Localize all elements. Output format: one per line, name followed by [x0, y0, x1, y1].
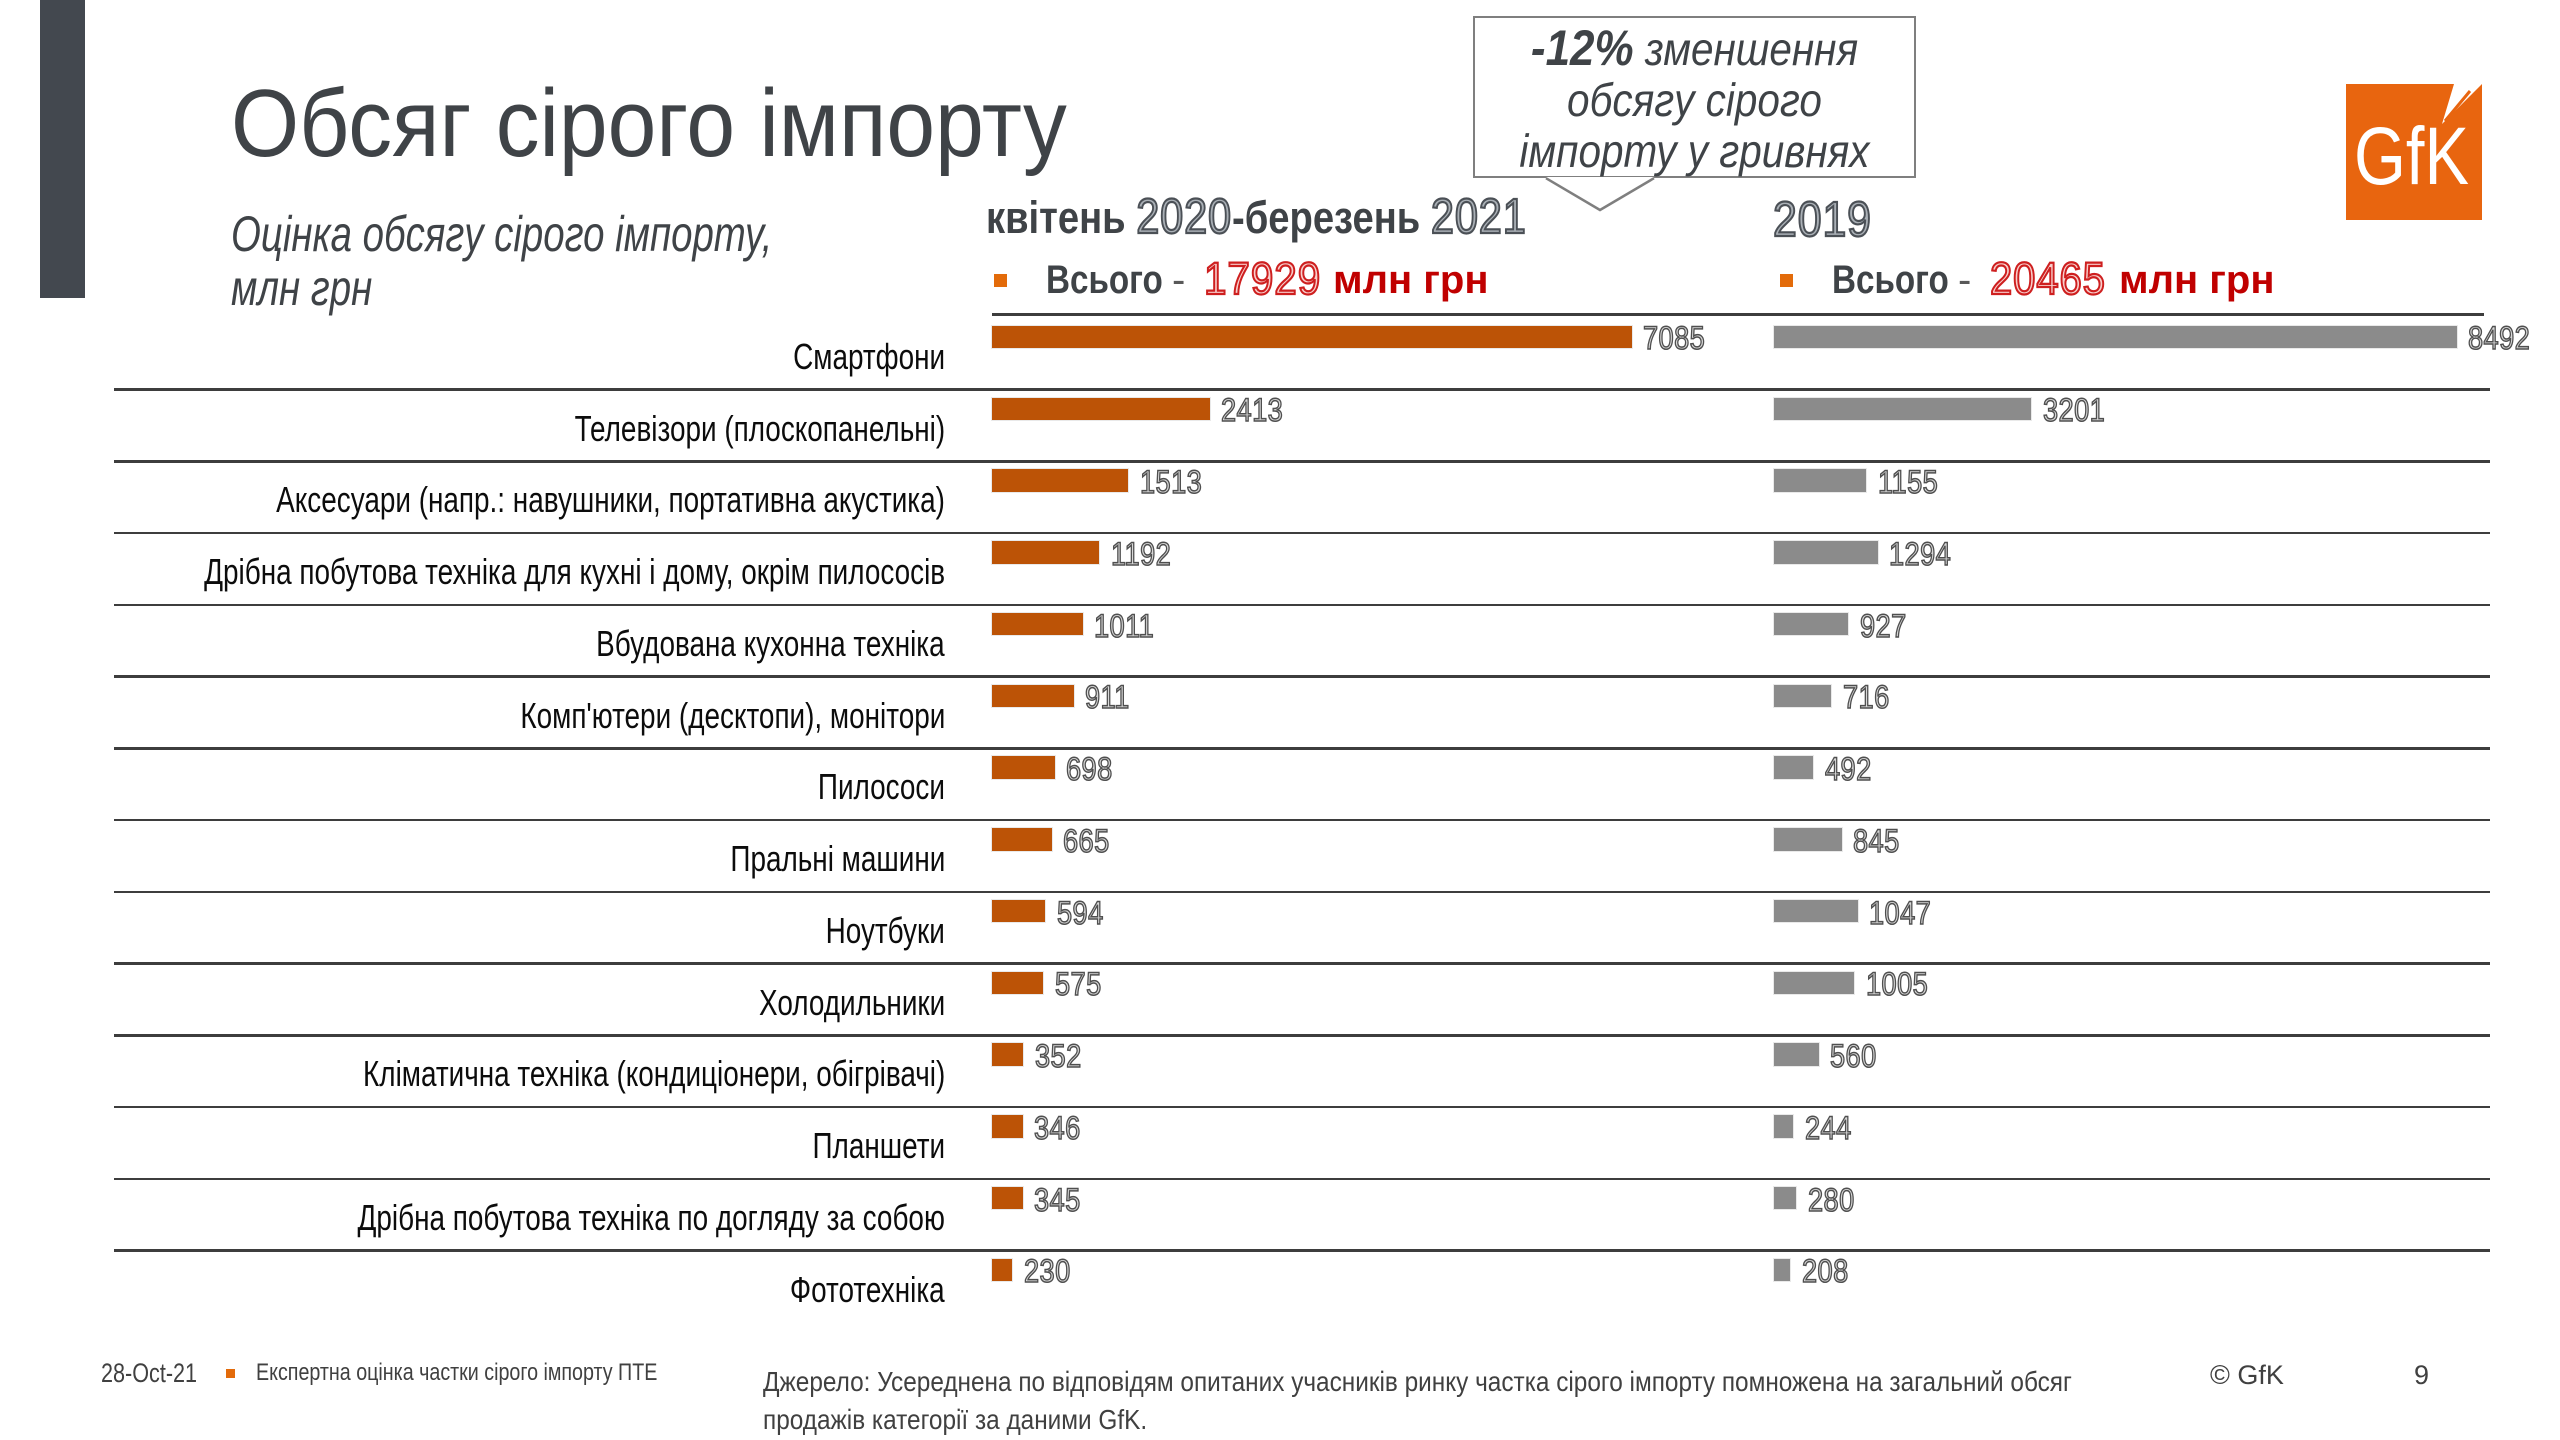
svg-text:GfK: GfK — [2354, 111, 2469, 202]
